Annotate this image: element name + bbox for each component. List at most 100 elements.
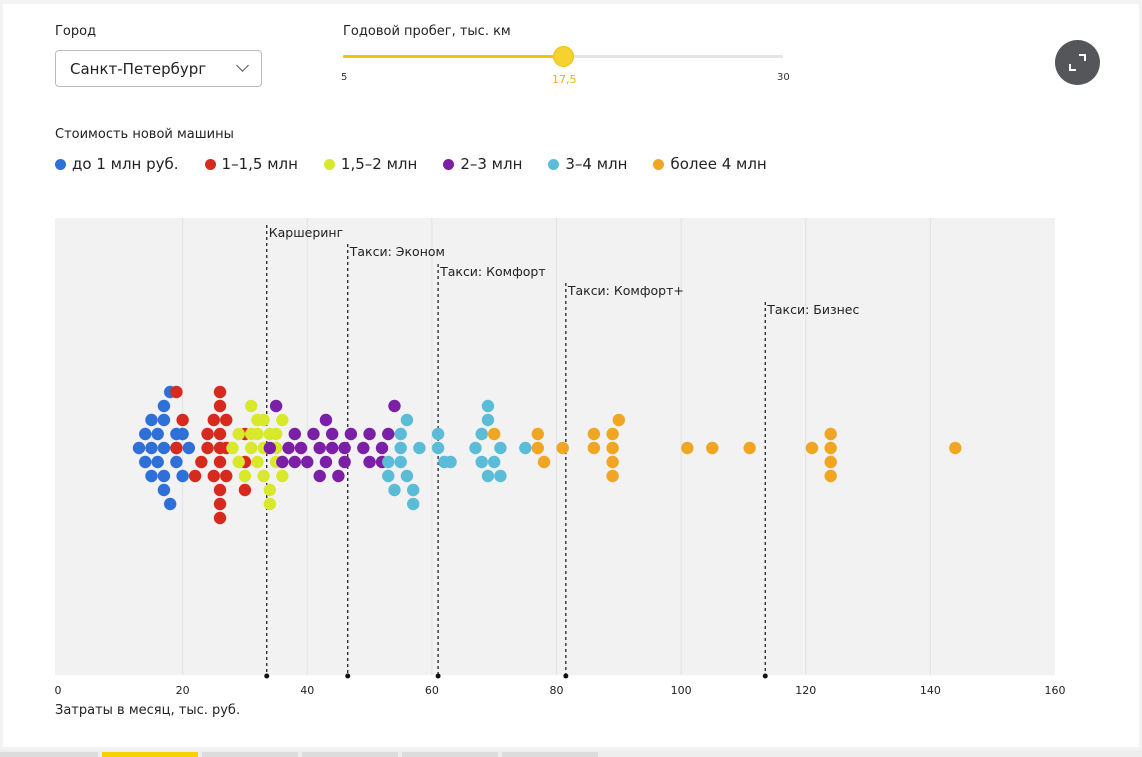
data-point-gt4 xyxy=(743,441,756,455)
data-point-2_3 xyxy=(288,427,301,441)
page-indicator-segment[interactable] xyxy=(402,752,498,757)
data-point-gt4 xyxy=(706,441,719,455)
data-point-3_4 xyxy=(494,441,507,455)
data-point-gt4 xyxy=(612,413,626,427)
data-point-lt1 xyxy=(170,455,183,469)
data-point-gt4 xyxy=(606,427,619,441)
reference-line-marker xyxy=(762,673,768,679)
data-point-3_4 xyxy=(394,441,407,455)
mileage-label: Годовой пробег, тыс. км xyxy=(343,24,511,39)
data-point-2_3 xyxy=(313,469,326,483)
page-indicator-segment[interactable] xyxy=(102,752,198,757)
legend-item-gt4[interactable]: более 4 млн xyxy=(653,155,767,173)
data-point-3_4 xyxy=(431,441,445,455)
data-point-1_15 xyxy=(207,413,220,427)
reference-line-marker xyxy=(264,673,270,679)
data-point-2_3 xyxy=(382,427,395,441)
data-point-2_3 xyxy=(325,441,339,455)
data-point-15_2 xyxy=(257,469,270,483)
data-point-lt1 xyxy=(182,441,196,455)
data-point-15_2 xyxy=(257,413,270,427)
data-point-1_15 xyxy=(195,455,208,469)
data-point-3_4 xyxy=(382,455,395,469)
data-point-1_15 xyxy=(220,469,233,483)
data-point-3_4 xyxy=(494,469,507,483)
data-point-gt4 xyxy=(681,441,694,455)
data-point-gt4 xyxy=(606,441,619,455)
page-indicator-segment[interactable] xyxy=(502,752,598,757)
data-point-gt4 xyxy=(824,427,837,441)
data-point-gt4 xyxy=(556,441,569,455)
reference-line-marker xyxy=(435,673,441,679)
page-indicator-segment[interactable] xyxy=(0,752,98,757)
x-tick-label: 120 xyxy=(795,684,816,697)
data-point-3_4 xyxy=(406,497,420,511)
legend-label: 2–3 млн xyxy=(460,155,523,173)
reference-line-label: Такси: Эконом xyxy=(349,244,445,259)
data-point-3_4 xyxy=(431,427,445,441)
data-point-15_2 xyxy=(226,441,239,455)
data-point-lt1 xyxy=(145,441,158,455)
city-select-value: Санкт-Петербург xyxy=(70,60,207,78)
legend-dot-icon xyxy=(323,158,335,170)
reference-line-label: Такси: Комфорт+ xyxy=(567,283,684,298)
data-point-lt1 xyxy=(145,413,158,427)
legend-title: Стоимость новой машины xyxy=(55,127,234,142)
legend-dot-icon xyxy=(443,158,455,170)
data-point-lt1 xyxy=(157,399,171,413)
x-axis-title: Затраты в месяц, тыс. руб. xyxy=(55,703,241,718)
legend-item-3_4[interactable]: 3–4 млн xyxy=(548,155,627,173)
reference-line-label: Такси: Комфорт xyxy=(439,264,546,279)
data-point-3_4 xyxy=(519,441,532,455)
page-indicator-segment[interactable] xyxy=(302,752,398,757)
mileage-slider[interactable] xyxy=(343,46,783,68)
data-point-3_4 xyxy=(487,455,501,469)
data-point-1_15 xyxy=(220,413,233,427)
data-point-2_3 xyxy=(319,455,333,469)
data-point-2_3 xyxy=(338,455,351,469)
data-point-3_4 xyxy=(438,455,451,469)
slider-thumb[interactable] xyxy=(553,46,574,67)
expand-button[interactable] xyxy=(1055,40,1100,85)
data-point-2_3 xyxy=(319,413,333,427)
data-point-1_15 xyxy=(207,469,220,483)
data-point-gt4 xyxy=(587,427,601,441)
legend-dot-icon xyxy=(55,158,66,170)
data-point-1_15 xyxy=(201,441,214,455)
data-point-1_15 xyxy=(213,511,227,525)
data-point-2_3 xyxy=(363,427,376,441)
data-point-1_15 xyxy=(213,427,227,441)
legend-label: 3–4 млн xyxy=(565,155,628,173)
data-point-gt4 xyxy=(824,455,837,469)
data-point-lt1 xyxy=(139,427,152,441)
data-point-3_4 xyxy=(406,483,420,497)
x-tick-label: 60 xyxy=(425,684,439,697)
data-point-2_3 xyxy=(294,441,308,455)
data-point-2_3 xyxy=(313,441,326,455)
data-point-15_2 xyxy=(276,413,289,427)
x-tick-label: 80 xyxy=(550,684,564,697)
legend-dot-icon xyxy=(653,158,665,170)
data-point-gt4 xyxy=(824,441,837,455)
data-point-lt1 xyxy=(176,469,189,483)
data-point-3_4 xyxy=(481,413,495,427)
legend-item-lt1[interactable]: до 1 млн руб. xyxy=(55,155,179,173)
data-point-1_15 xyxy=(213,455,227,469)
slider-min-label: 5 xyxy=(341,72,348,83)
data-point-2_3 xyxy=(325,427,339,441)
data-point-2_3 xyxy=(357,441,370,455)
data-point-2_3 xyxy=(301,455,314,469)
data-point-2_3 xyxy=(388,399,401,413)
x-tick-label: 160 xyxy=(1045,684,1066,697)
legend-item-2_3[interactable]: 2–3 млн xyxy=(443,155,522,173)
page-indicator-segment[interactable] xyxy=(202,752,298,757)
data-point-gt4 xyxy=(531,441,545,455)
city-select[interactable]: Санкт-Петербург xyxy=(55,50,262,87)
legend-item-15_2[interactable]: 1,5–2 млн xyxy=(323,155,417,173)
data-point-3_4 xyxy=(400,413,414,427)
data-point-1_15 xyxy=(213,483,227,497)
data-point-3_4 xyxy=(475,427,488,441)
data-point-lt1 xyxy=(145,469,158,483)
legend-label: 1–1,5 млн xyxy=(221,155,298,173)
legend-item-1_15[interactable]: 1–1,5 млн xyxy=(204,155,298,173)
